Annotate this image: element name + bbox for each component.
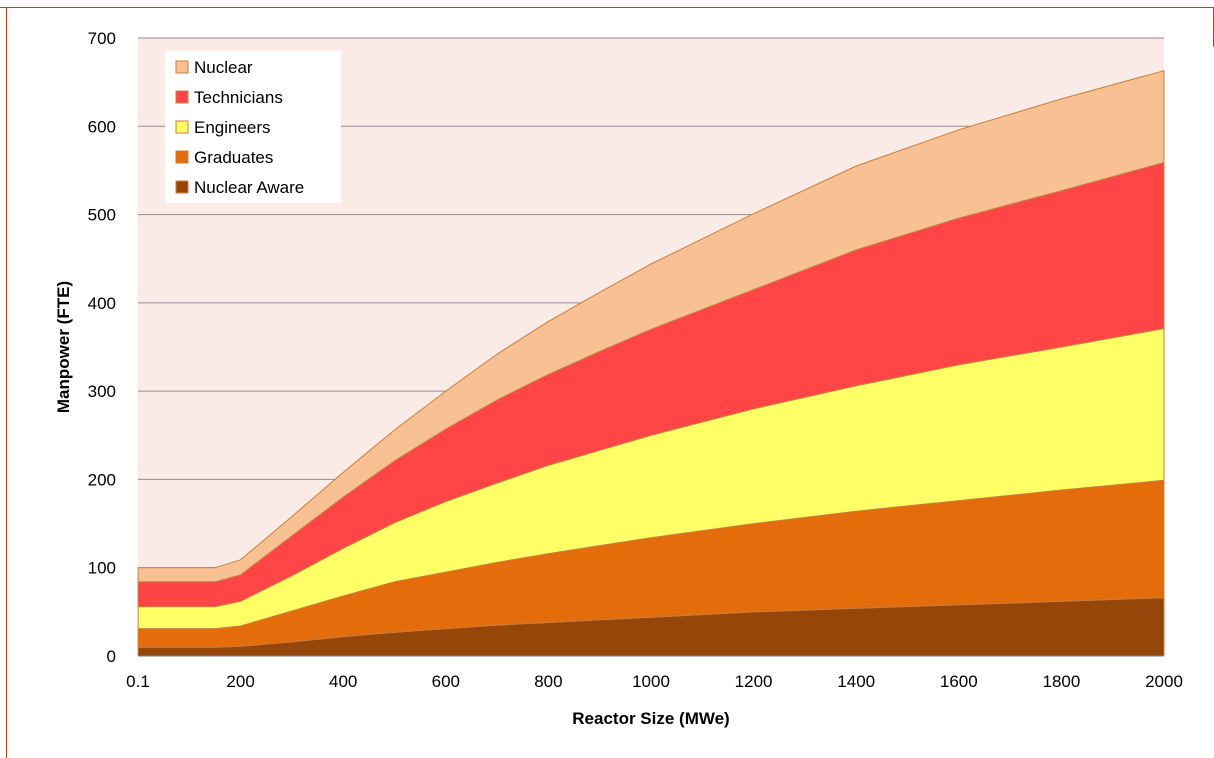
x-tick-label-600: 600 xyxy=(432,672,460,691)
legend-swatch-engineers xyxy=(175,120,189,134)
legend-background xyxy=(165,51,341,203)
legend: Nuclear Technicians Engineers Graduates Nucl… xyxy=(165,51,341,203)
y-tick-label-100: 100 xyxy=(88,559,116,578)
x-tick-label-0.1: 0.1 xyxy=(126,672,150,691)
left-frame-line xyxy=(6,7,7,758)
top-frame-line xyxy=(0,7,1214,8)
y-tick-label-500: 500 xyxy=(88,206,116,225)
legend-label-nuclear: Nuclear xyxy=(194,58,253,77)
y-tick-label-400: 400 xyxy=(88,294,116,313)
legend-swatch-technicians xyxy=(175,90,189,104)
area-nuclear xyxy=(137,70,1165,583)
y-tick-label-0: 0 xyxy=(107,647,116,666)
y-tick-label-600: 600 xyxy=(88,117,116,136)
y-tick-label-200: 200 xyxy=(88,470,116,489)
y-axis-title: Manpower (FTE) xyxy=(54,281,73,413)
x-tick-label-400: 400 xyxy=(329,672,357,691)
x-axis-title: Reactor Size (MWe) xyxy=(572,709,729,728)
x-tick-label-200: 200 xyxy=(226,672,254,691)
stacked-areas xyxy=(137,70,1165,657)
legend-label-nuclear-aware: Nuclear Aware xyxy=(194,178,304,197)
x-tick-labels: 0.1 200 400 600 800 1000 1200 1400 1600 1800 2000 xyxy=(126,672,1183,691)
x-tick-label-1400: 1400 xyxy=(837,672,875,691)
y-tick-labels: 0 100 200 300 400 500 600 700 xyxy=(88,29,116,666)
legend-label-engineers: Engineers xyxy=(194,118,271,137)
y-tick-label-300: 300 xyxy=(88,382,116,401)
x-tick-label-1800: 1800 xyxy=(1042,672,1080,691)
x-tick-label-2000: 2000 xyxy=(1145,672,1183,691)
x-tick-label-1000: 1000 xyxy=(632,672,670,691)
legend-label-technicians: Technicians xyxy=(194,88,283,107)
legend-swatch-nuclear-aware xyxy=(175,180,189,194)
legend-label-graduates: Graduates xyxy=(194,148,273,167)
legend-swatch-graduates xyxy=(175,150,189,164)
legend-swatch-nuclear xyxy=(175,60,189,74)
x-tick-label-800: 800 xyxy=(534,672,562,691)
y-tick-label-700: 700 xyxy=(88,29,116,48)
x-tick-label-1600: 1600 xyxy=(940,672,978,691)
x-tick-label-1200: 1200 xyxy=(735,672,773,691)
